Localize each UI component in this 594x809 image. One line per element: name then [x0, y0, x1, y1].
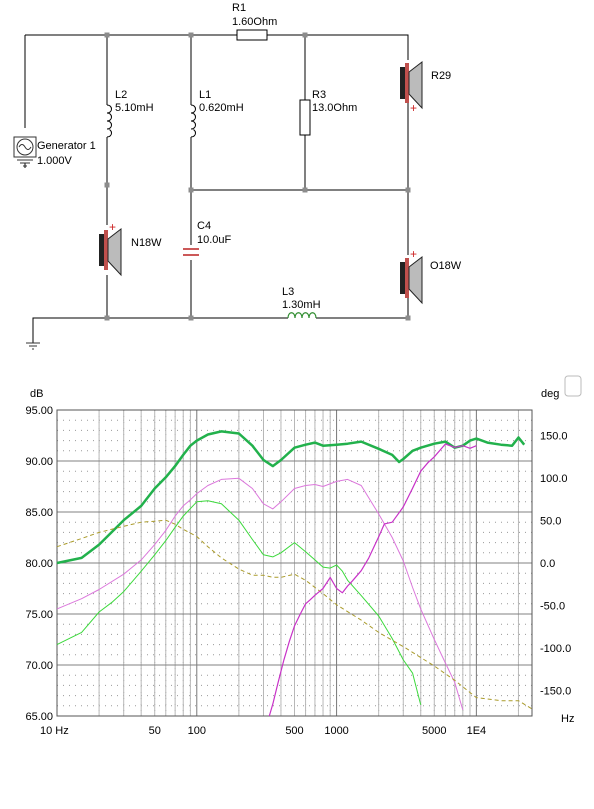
y-tick-label: 75.00 [25, 609, 53, 621]
x-tick-labels: 10 Hz 50 100 500 1000 5000 1E4 [40, 725, 486, 737]
y2-tick-labels: 150.0 100.0 50.0 0.0 -50.0 -100.0 -150.0 [540, 431, 571, 698]
x-tick-label: 5000 [422, 725, 446, 737]
speaker-r29[interactable] [400, 60, 423, 110]
y2-tick-label: 100.0 [540, 473, 568, 485]
y-tick-label: 90.00 [25, 456, 53, 468]
speaker-n18w[interactable] [99, 227, 122, 277]
l3-name: L3 [282, 286, 294, 298]
y-tick-label: 85.00 [25, 507, 53, 519]
frequency-response-chart: dB deg Hz 95.00 90.00 85.00 80.00 75.00 70.00… [25, 375, 582, 737]
resistor-r1[interactable] [236, 29, 268, 41]
y-tick-label: 65.00 [25, 711, 53, 723]
x-tick-label: 100 [188, 725, 206, 737]
y-axis-title: dB [30, 388, 43, 400]
r3-value: 13.0Ohm [312, 102, 357, 114]
generator-value: 1.000V [37, 155, 73, 167]
series-line-2 [56, 500, 422, 705]
x-tick-label: 10 Hz [40, 725, 69, 737]
generator-symbol[interactable] [13, 136, 37, 167]
r29-label: R29 [431, 70, 451, 82]
inductor-l2[interactable] [106, 104, 112, 138]
n18w-plus: + [109, 220, 116, 234]
grid-major [57, 409, 532, 717]
generator-name: Generator 1 [37, 140, 96, 152]
y2-axis-title: deg [541, 388, 559, 400]
n18w-label: N18W [131, 237, 162, 249]
r29-plus: + [410, 101, 417, 115]
series-line-1 [56, 430, 526, 565]
x-tick-label: 1E4 [467, 725, 487, 737]
y-tick-label: 80.00 [25, 558, 53, 570]
series-line-5 [268, 443, 477, 717]
capacitor-c4[interactable] [183, 248, 199, 256]
l2-value: 5.10mH [115, 102, 154, 114]
x-axis-title: Hz [561, 713, 574, 725]
y-tick-label: 70.00 [25, 660, 53, 672]
y2-tick-label: -150.0 [540, 686, 571, 698]
o18w-label: O18W [430, 260, 462, 272]
crossover-schematic: Generator 1 1.000V R1 1.60Ohm L2 5.10mH … [13, 2, 462, 350]
y2-tick-label: 0.0 [540, 558, 555, 570]
y2-tick-label: 150.0 [540, 431, 568, 443]
r3-name: R3 [312, 89, 326, 101]
junction-nodes [104, 32, 411, 321]
chart-settings-button[interactable] [564, 375, 582, 397]
y2-tick-label: -100.0 [540, 643, 571, 655]
r1-value: 1.60Ohm [232, 16, 277, 28]
y2-tick-label: 50.0 [540, 516, 561, 528]
c4-name: C4 [197, 220, 211, 232]
wires [24, 34, 409, 343]
resistor-r3[interactable] [299, 99, 311, 136]
l1-value: 0.620mH [199, 102, 244, 114]
l1-name: L1 [199, 89, 211, 101]
y2-tick-label: -50.0 [540, 601, 565, 613]
l2-name: L2 [115, 89, 127, 101]
x-tick-label: 50 [149, 725, 161, 737]
x-tick-label: 1000 [324, 725, 348, 737]
ground-icon [26, 342, 40, 350]
y-tick-labels: 95.00 90.00 85.00 80.00 75.00 70.00 65.00 [25, 405, 53, 723]
x-tick-label: 500 [285, 725, 303, 737]
series-lines [56, 430, 533, 717]
c4-value: 10.0uF [197, 234, 232, 246]
inductor-l3[interactable] [287, 312, 317, 319]
o18w-plus: + [410, 247, 417, 261]
r1-name: R1 [232, 2, 246, 14]
inductor-l1[interactable] [190, 104, 196, 138]
y-tick-label: 95.00 [25, 405, 53, 417]
series-line-3 [56, 477, 464, 711]
speaker-o18w[interactable] [400, 255, 423, 305]
l3-value: 1.30mH [282, 299, 321, 311]
series-line-4 [56, 519, 533, 710]
